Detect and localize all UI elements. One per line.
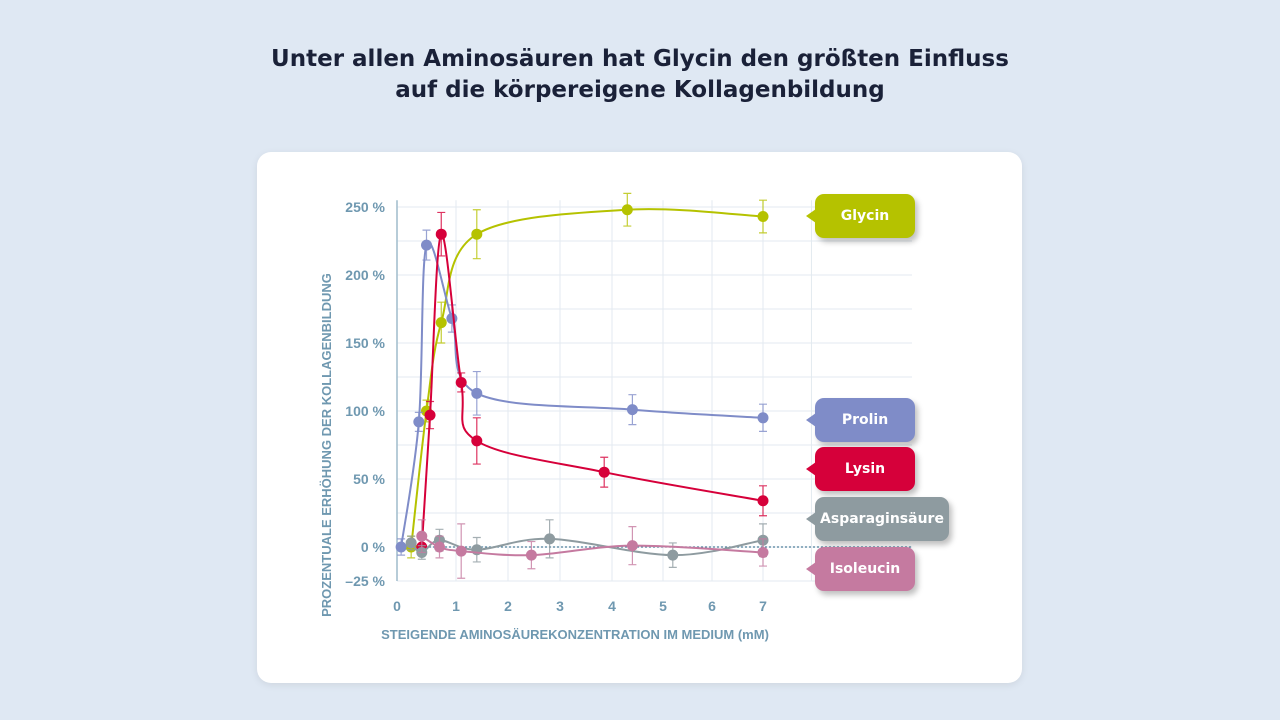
x-axis-label: STEIGENDE AMINOSÄUREKONZENTRATION IM MED… [381,627,769,642]
y-tick-label: 250 % [345,199,385,215]
data-point [395,541,407,553]
data-point [446,313,458,325]
data-point [757,211,769,223]
legend-tag-lysin: Lysin [806,447,915,491]
legend-tag-asparaginsäure: Asparaginsäure [806,497,949,541]
legend-tag-prolin: Prolin [806,398,915,442]
data-point [471,228,483,240]
data-point [405,537,417,549]
y-tick-label: –25 % [345,573,385,589]
data-point [471,387,483,399]
data-point [757,546,769,558]
data-point [424,409,436,421]
data-point [757,495,769,507]
x-tick-label: 0 [393,598,401,614]
series-line-glycin [410,208,764,548]
y-tick-label: 150 % [345,335,385,351]
data-point [757,412,769,424]
y-tick-label: 100 % [345,403,385,419]
x-tick-label: 4 [608,598,616,614]
x-tick-label: 7 [759,598,767,614]
x-tick-label: 3 [556,598,564,614]
data-point [421,239,432,251]
data-point [416,530,428,542]
data-point [626,404,638,416]
y-tick-label: 0 % [361,539,386,555]
data-point [626,540,638,552]
x-tick-label: 2 [504,598,512,614]
data-point [433,541,445,553]
data-point [455,376,467,388]
data-point [413,416,425,428]
y-axis-label: PROZENTUALE ERHÖHUNG DER KOLLAGENBILDUNG [319,273,334,617]
y-tick-label: 200 % [345,267,385,283]
x-tick-label: 6 [708,598,716,614]
data-point [525,549,537,561]
data-point [435,317,447,329]
legend-tag-isoleucin: Isoleucin [806,547,915,591]
page-title: Unter allen Aminosäuren hat Glycin den g… [0,44,1280,106]
data-point [598,466,610,478]
title-line-2: auf die körpereigene Kollagenbildung [395,77,885,103]
data-point [435,228,447,240]
data-point [544,533,556,545]
y-tick-label: 50 % [353,471,385,487]
data-point [455,545,467,557]
series-line-prolin [400,241,764,548]
x-tick-label: 1 [452,598,460,614]
data-point [621,204,633,216]
data-point [667,549,679,561]
x-tick-label: 5 [659,598,667,614]
legend-tag-glycin: Glycin [806,194,915,238]
data-point [471,435,483,447]
title-line-1: Unter allen Aminosäuren hat Glycin den g… [271,46,1009,72]
